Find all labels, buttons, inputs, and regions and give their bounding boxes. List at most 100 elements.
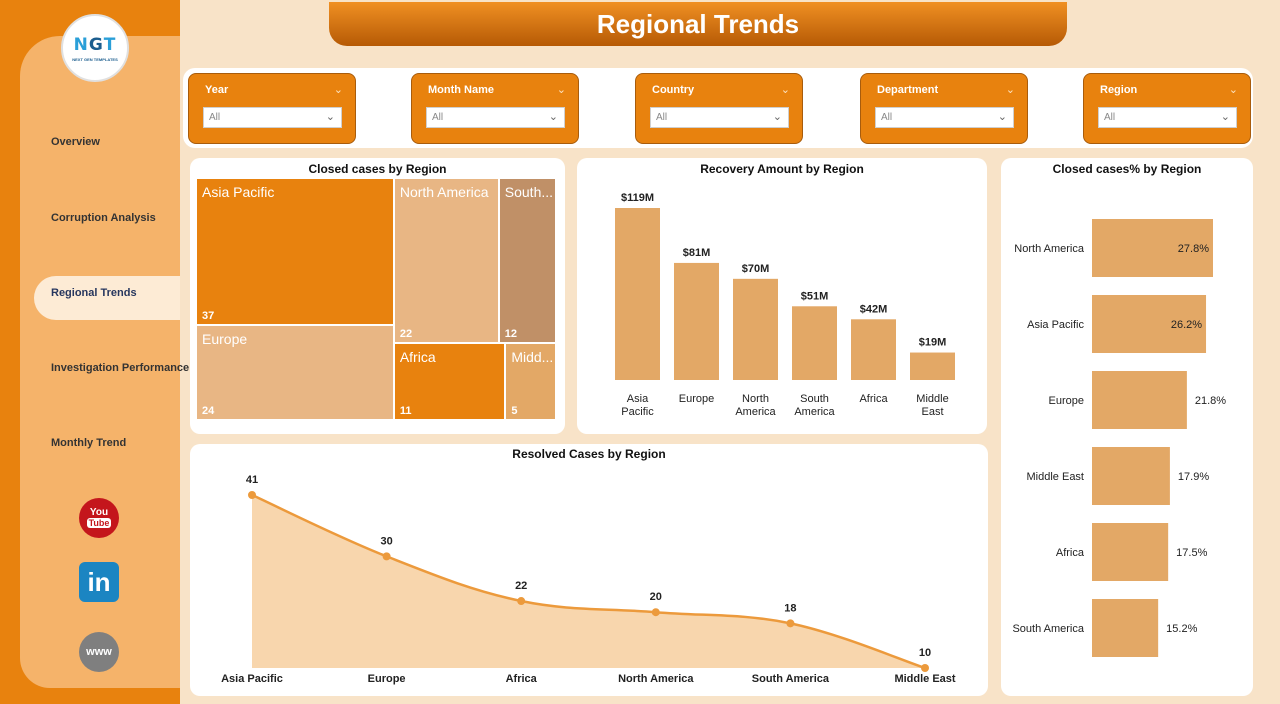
data-point[interactable] [786, 619, 795, 628]
youtube-text-you: You [89, 507, 109, 518]
area-line [251, 493, 926, 670]
category-label: East [921, 406, 943, 418]
month-name-dropdown[interactable]: All ⌄ [426, 107, 565, 128]
bar[interactable] [1092, 523, 1169, 581]
closed-percent-bar-chart: North America 27.8% Asia Pacific 26.2% Europ… [1012, 219, 1226, 657]
treemap-cell[interactable]: Europe 24 [197, 325, 393, 419]
chevron-down-icon[interactable]: ⌄ [1228, 84, 1238, 96]
chart-title: Closed cases by Region [308, 162, 447, 176]
department-dropdown[interactable]: All ⌄ [875, 107, 1014, 128]
treemap-label: Africa [399, 348, 436, 365]
treemap-cell[interactable]: North America 22 [394, 179, 498, 342]
category-label: Asia Pacific [1027, 319, 1084, 331]
bar[interactable] [1092, 371, 1187, 429]
resolved-cases-area-chart: 41 Asia Pacific 30 Europe 22 Africa 20 North Am… [221, 474, 956, 685]
treemap-label: South... [504, 184, 554, 200]
bar-value-label: 27.8% [1178, 243, 1209, 255]
bar[interactable] [851, 319, 896, 380]
bar-value-label: $119M [621, 192, 654, 204]
chevron-down-icon: ⌄ [772, 111, 782, 123]
slicer-region: Region ⌄ All ⌄ [1083, 73, 1251, 144]
slicer-label: Year [205, 84, 229, 96]
treemap-label: North America [399, 184, 489, 200]
bar-value-label: $19M [919, 337, 947, 349]
bar[interactable] [1092, 599, 1159, 657]
country-dropdown[interactable]: All ⌄ [650, 107, 789, 128]
treemap-cell[interactable]: Midd... 5 [506, 343, 555, 419]
category-label: America [735, 406, 776, 418]
category-label: Europe [679, 393, 714, 405]
slicer-month-name: Month Name ⌄ All ⌄ [411, 73, 579, 144]
category-label: Middle East [1027, 471, 1084, 483]
dropdown-value: All [656, 112, 668, 123]
chevron-down-icon: ⌄ [1220, 111, 1230, 123]
bar-value-label: 17.5% [1176, 547, 1207, 559]
nav-overview[interactable]: Overview [51, 136, 100, 148]
bar-value-label: 26.2% [1171, 319, 1202, 331]
category-label: Europe [1049, 395, 1084, 407]
bar[interactable] [615, 208, 660, 380]
dropdown-value: All [432, 112, 444, 123]
bar[interactable] [674, 262, 719, 380]
slicer-label: Department [877, 84, 939, 96]
treemap-value: 37 [202, 309, 215, 322]
recovery-amount-card: Recovery Amount by Region $119M Asia Pacif… [577, 158, 987, 434]
chevron-down-icon[interactable]: ⌄ [1005, 84, 1015, 96]
dropdown-value: All [209, 112, 221, 123]
data-point[interactable] [382, 552, 391, 561]
category-label: Pacific [621, 406, 654, 418]
category-label: North America [618, 673, 694, 685]
nav-corruption-analysis[interactable]: Corruption Analysis [51, 212, 156, 224]
data-point[interactable] [248, 491, 256, 499]
nav-investigation-performance[interactable]: Investigation Performance [51, 362, 190, 374]
category-label: Africa [506, 673, 538, 685]
treemap-cell[interactable]: Asia Pacific 37 [197, 179, 393, 324]
chevron-down-icon: ⌄ [325, 111, 335, 123]
region-dropdown[interactable]: All ⌄ [1098, 107, 1237, 128]
bar[interactable] [1092, 447, 1170, 505]
data-point[interactable] [651, 608, 660, 617]
data-point[interactable] [921, 664, 929, 672]
bar[interactable] [1092, 295, 1207, 353]
category-label: North [742, 393, 769, 405]
page-header: Regional Trends [329, 2, 1067, 46]
bar-value-label: 21.8% [1195, 395, 1226, 407]
chart-title: Recovery Amount by Region [700, 162, 864, 176]
dropdown-value: All [881, 112, 893, 123]
bar-value-label: $70M [742, 263, 770, 275]
bar[interactable] [792, 306, 837, 380]
chevron-down-icon[interactable]: ⌄ [333, 84, 343, 96]
logo-letter-n: N [73, 34, 89, 55]
category-label: Middle East [894, 673, 955, 685]
globe-icon[interactable]: www [79, 632, 119, 672]
treemap-cell[interactable]: Africa 11 [394, 343, 505, 419]
category-label: Europe [368, 673, 406, 685]
treemap-cell[interactable]: South... 12 [499, 179, 555, 342]
youtube-text-tube: Tube [86, 518, 112, 528]
youtube-icon[interactable]: You Tube [79, 498, 119, 538]
chevron-down-icon[interactable]: ⌄ [780, 84, 790, 96]
category-label: Africa [1056, 547, 1085, 559]
recovery-bar-chart: $119MAsiaPacific$81MEurope$70MNorthAmeri… [615, 192, 955, 418]
treemap-value: 22 [399, 327, 413, 340]
category-label: South America [1012, 623, 1084, 635]
nav-regional-trends[interactable]: Regional Trends [51, 287, 137, 299]
nav-monthly-trend[interactable]: Monthly Trend [51, 437, 127, 449]
treemap-label: Europe [202, 330, 248, 347]
chevron-down-icon: ⌄ [997, 111, 1007, 123]
resolved-cases-card: Resolved Cases by Region 41 Asia Pacific 3… [190, 444, 988, 696]
page-title: Regional Trends [596, 8, 800, 39]
linkedin-icon[interactable]: in [79, 562, 119, 602]
bar[interactable] [910, 352, 955, 380]
data-point[interactable] [517, 597, 526, 606]
bar-value-label: 15.2% [1166, 623, 1197, 635]
treemap-value: 12 [504, 327, 518, 340]
bar[interactable] [1092, 219, 1213, 277]
slicer-label: Region [1100, 84, 1138, 96]
chevron-down-icon[interactable]: ⌄ [556, 84, 566, 96]
bar[interactable] [733, 278, 778, 380]
point-value-label: 30 [380, 535, 392, 547]
slicer-label: Month Name [428, 84, 494, 96]
category-label: Middle [916, 393, 948, 405]
year-dropdown[interactable]: All ⌄ [203, 107, 342, 128]
